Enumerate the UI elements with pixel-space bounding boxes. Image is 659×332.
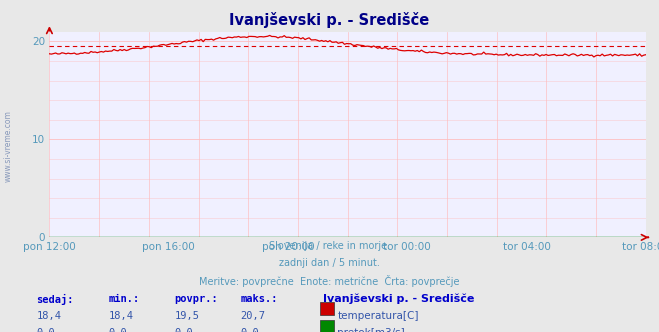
Text: 0,0: 0,0 xyxy=(109,328,127,332)
Text: sedaj:: sedaj: xyxy=(36,294,74,305)
Text: 0,0: 0,0 xyxy=(36,328,55,332)
Text: zadnji dan / 5 minut.: zadnji dan / 5 minut. xyxy=(279,258,380,268)
Text: Ivanjševski p. - Središče: Ivanjševski p. - Središče xyxy=(229,12,430,28)
Text: Ivanjševski p. - Središče: Ivanjševski p. - Središče xyxy=(323,294,474,304)
Text: Meritve: povprečne  Enote: metrične  Črta: povprečje: Meritve: povprečne Enote: metrične Črta:… xyxy=(199,275,460,287)
Text: www.si-vreme.com: www.si-vreme.com xyxy=(3,110,13,182)
Text: 19,5: 19,5 xyxy=(175,311,200,321)
Text: 0,0: 0,0 xyxy=(241,328,259,332)
Text: 18,4: 18,4 xyxy=(109,311,134,321)
Text: Slovenija / reke in morje.: Slovenija / reke in morje. xyxy=(269,241,390,251)
Text: povpr.:: povpr.: xyxy=(175,294,218,304)
Text: temperatura[C]: temperatura[C] xyxy=(337,311,419,321)
Text: 0,0: 0,0 xyxy=(175,328,193,332)
Text: 18,4: 18,4 xyxy=(36,311,61,321)
Text: min.:: min.: xyxy=(109,294,140,304)
Text: 20,7: 20,7 xyxy=(241,311,266,321)
Text: maks.:: maks.: xyxy=(241,294,278,304)
Text: pretok[m3/s]: pretok[m3/s] xyxy=(337,328,405,332)
